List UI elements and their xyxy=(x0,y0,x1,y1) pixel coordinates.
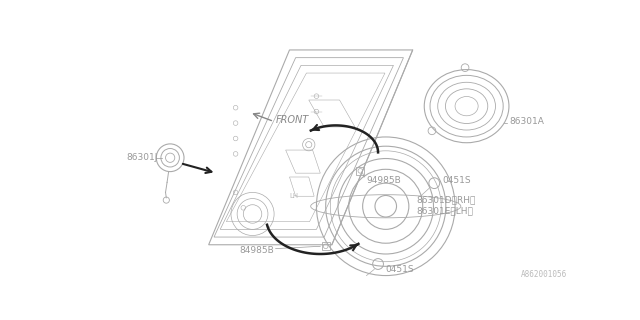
Text: 86301D〈RH〉: 86301D〈RH〉 xyxy=(417,196,476,204)
Text: 0451S: 0451S xyxy=(442,176,470,185)
Text: 86301A: 86301A xyxy=(509,117,545,126)
Text: FRONT: FRONT xyxy=(276,115,309,125)
Text: 0451S: 0451S xyxy=(386,265,414,274)
Text: 86301J: 86301J xyxy=(126,153,157,162)
Text: 84985B: 84985B xyxy=(239,246,274,255)
Text: 94985B: 94985B xyxy=(367,176,401,185)
Text: 86301E〈LH〉: 86301E〈LH〉 xyxy=(417,206,474,215)
Text: LH: LH xyxy=(289,193,299,199)
Text: A862001056: A862001056 xyxy=(520,270,566,279)
